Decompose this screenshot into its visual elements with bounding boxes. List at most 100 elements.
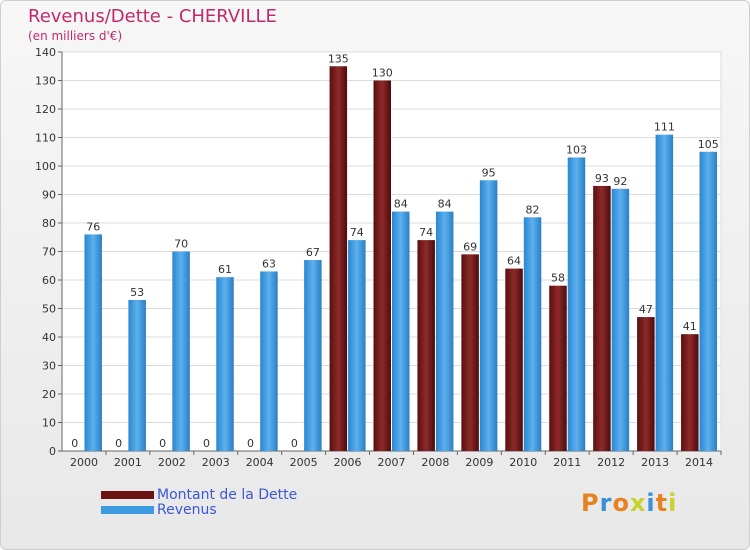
logo-letter: i bbox=[668, 489, 678, 517]
data-label-dette-2012: 93 bbox=[595, 172, 609, 185]
bar-revenus-2009 bbox=[479, 180, 498, 451]
data-label-revenus-2014: 105 bbox=[698, 138, 719, 151]
bar-revenus-2010 bbox=[523, 217, 542, 451]
grid-layer bbox=[58, 51, 722, 455]
y-tick-label-20: 20 bbox=[42, 388, 56, 401]
data-label-revenus-2010: 82 bbox=[526, 203, 540, 216]
x-tick-label-2004: 2004 bbox=[246, 456, 274, 469]
x-tick-label-2008: 2008 bbox=[421, 456, 449, 469]
data-label-dette-2004: 0 bbox=[247, 437, 254, 450]
bar-revenus-2011 bbox=[567, 157, 586, 451]
y-tick-label-130: 130 bbox=[35, 75, 56, 88]
bar-revenus-2013 bbox=[655, 134, 674, 451]
bar-revenus-2006 bbox=[348, 240, 366, 451]
logo-letter: x bbox=[629, 489, 647, 517]
y-tick-label-60: 60 bbox=[42, 274, 56, 287]
data-label-dette-2014: 41 bbox=[683, 320, 697, 333]
data-label-revenus-2001: 53 bbox=[130, 286, 144, 299]
data-label-revenus-2005: 67 bbox=[306, 246, 320, 259]
bar-revenus-2007 bbox=[392, 211, 410, 451]
legend-swatch-revenus bbox=[101, 506, 154, 514]
x-tick-label-2012: 2012 bbox=[597, 456, 625, 469]
data-label-dette-2008: 74 bbox=[419, 226, 433, 239]
bar-dette-2012 bbox=[593, 185, 611, 451]
y-tick-label-110: 110 bbox=[35, 132, 56, 145]
x-tick-label-2014: 2014 bbox=[685, 456, 713, 469]
x-tick-label-2000: 2000 bbox=[70, 456, 98, 469]
x-tick-label-2010: 2010 bbox=[509, 456, 537, 469]
data-label-revenus-2007: 84 bbox=[394, 198, 408, 211]
bar-revenus-2012 bbox=[611, 188, 630, 452]
data-label-revenus-2013: 111 bbox=[654, 121, 675, 134]
data-label-revenus-2004: 63 bbox=[262, 257, 276, 270]
bar-dette-2008 bbox=[417, 240, 435, 451]
data-label-revenus-2002: 70 bbox=[174, 238, 188, 251]
bars-layer bbox=[84, 66, 718, 452]
bar-dette-2007 bbox=[373, 80, 391, 451]
data-label-revenus-2000: 76 bbox=[86, 220, 100, 233]
x-tick-label-2006: 2006 bbox=[334, 456, 362, 469]
data-label-revenus-2006: 74 bbox=[350, 226, 364, 239]
y-tick-label-70: 70 bbox=[42, 246, 56, 259]
bar-dette-2014 bbox=[681, 334, 699, 451]
data-label-dette-2001: 0 bbox=[115, 437, 122, 450]
y-tick-label-120: 120 bbox=[35, 103, 56, 116]
data-label-dette-2010: 64 bbox=[507, 255, 521, 268]
bar-revenus-2004 bbox=[260, 271, 278, 451]
y-tick-label-100: 100 bbox=[35, 160, 56, 173]
bar-revenus-2008 bbox=[435, 211, 454, 451]
data-label-revenus-2011: 103 bbox=[566, 143, 587, 156]
data-label-revenus-2008: 84 bbox=[438, 198, 452, 211]
y-tick-label-10: 10 bbox=[42, 417, 56, 430]
y-tick-label-0: 0 bbox=[49, 445, 56, 458]
chart-title: Revenus/Dette - CHERVILLE bbox=[28, 6, 277, 27]
logo-letter: P bbox=[581, 489, 600, 517]
data-label-dette-2009: 69 bbox=[463, 240, 477, 253]
logo-letter: i bbox=[646, 489, 656, 517]
bar-dette-2006 bbox=[329, 66, 348, 451]
data-label-dette-2006: 135 bbox=[328, 52, 349, 65]
x-tick-label-2007: 2007 bbox=[378, 456, 406, 469]
bar-dette-2009 bbox=[461, 254, 479, 451]
bar-dette-2010 bbox=[505, 268, 523, 451]
bar-revenus-2000 bbox=[84, 234, 102, 451]
x-tick-label-2013: 2013 bbox=[641, 456, 669, 469]
data-label-revenus-2009: 95 bbox=[482, 166, 496, 179]
data-label-dette-2002: 0 bbox=[159, 437, 166, 450]
y-tick-label-90: 90 bbox=[42, 189, 56, 202]
bar-revenus-2014 bbox=[699, 151, 718, 451]
data-label-dette-2003: 0 bbox=[203, 437, 210, 450]
data-label-revenus-2012: 92 bbox=[613, 175, 627, 188]
y-tick-label-140: 140 bbox=[35, 46, 56, 59]
logo-letter: o bbox=[612, 489, 630, 517]
bar-revenus-2003 bbox=[216, 277, 234, 451]
data-label-dette-2013: 47 bbox=[639, 303, 653, 316]
legend-label-revenus: Revenus bbox=[157, 502, 217, 518]
legend-label-dette: Montant de la Dette bbox=[157, 487, 298, 503]
data-label-revenus-2003: 61 bbox=[218, 263, 232, 276]
data-label-dette-2000: 0 bbox=[71, 437, 78, 450]
y-tick-label-80: 80 bbox=[42, 217, 56, 230]
bar-revenus-2005 bbox=[304, 260, 322, 451]
y-tick-label-40: 40 bbox=[42, 331, 56, 344]
labels-layer: 0 10 20 30 40 50 60 70 80 90 100 110 120 130 140 2000 0 7… bbox=[35, 46, 719, 469]
x-tick-label-2011: 2011 bbox=[553, 456, 581, 469]
data-label-dette-2011: 58 bbox=[551, 272, 565, 285]
data-label-dette-2005: 0 bbox=[291, 437, 298, 450]
legend-swatch-dette bbox=[101, 491, 154, 499]
x-tick-label-2005: 2005 bbox=[290, 456, 318, 469]
bar-revenus-2002 bbox=[172, 251, 190, 451]
logo-letter: t bbox=[655, 489, 669, 517]
proxiti-logo: Proxiti bbox=[581, 489, 677, 517]
y-tick-label-30: 30 bbox=[42, 360, 56, 373]
x-tick-label-2009: 2009 bbox=[465, 456, 493, 469]
bar-dette-2013 bbox=[637, 317, 655, 451]
x-tick-label-2003: 2003 bbox=[202, 456, 230, 469]
chart-subtitle: (en milliers d'€) bbox=[28, 29, 123, 43]
bar-dette-2011 bbox=[549, 285, 567, 451]
logo-letter: r bbox=[599, 489, 613, 517]
x-tick-label-2002: 2002 bbox=[158, 456, 186, 469]
x-tick-label-2001: 2001 bbox=[114, 456, 142, 469]
